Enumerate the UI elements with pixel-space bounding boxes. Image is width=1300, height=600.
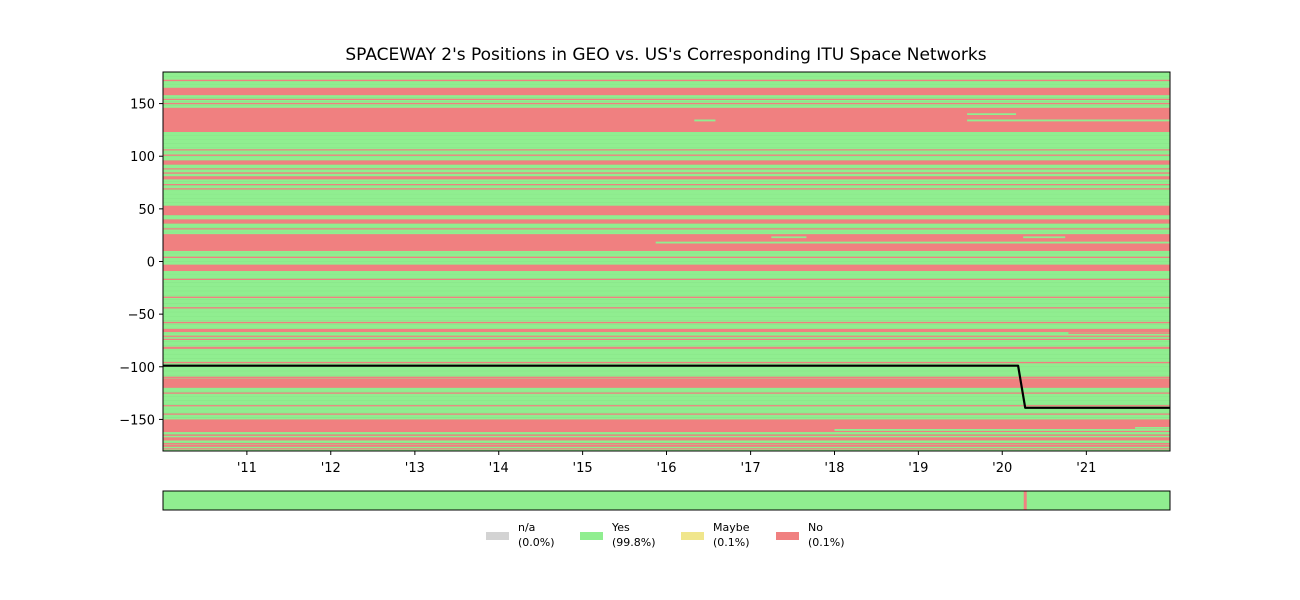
legend-label: No (808, 521, 823, 534)
x-tick-label: '13 (405, 461, 425, 476)
y-tick-label: 50 (138, 203, 155, 218)
legend-swatch (486, 532, 509, 540)
no-band (163, 346, 1170, 349)
status-strip-frame (162, 490, 1171, 511)
no-band (163, 378, 1170, 388)
y-tick-label: −50 (128, 308, 155, 323)
legend-swatch (681, 532, 704, 540)
legend-label: n/a (518, 521, 535, 534)
x-tick-label: '17 (741, 461, 761, 476)
legend: n/a (0.0%) Yes (99.8%) Maybe (0.1%) No (0.1%) (486, 521, 845, 549)
no-band (163, 87, 1170, 96)
x-tick-label: '21 (1076, 461, 1096, 476)
x-tick-label: '14 (489, 461, 509, 476)
no-band (163, 444, 1170, 447)
x-tick-label: '20 (992, 461, 1012, 476)
legend-label: Maybe (713, 521, 750, 534)
x-tick-label: '19 (908, 461, 928, 476)
position-series (163, 364, 1170, 409)
y-tick-label: 100 (130, 150, 155, 165)
y-tick-label: 150 (130, 98, 155, 113)
legend-swatch (776, 532, 799, 540)
x-tick-label: '11 (237, 461, 257, 476)
legend-percent: (0.1%) (713, 536, 750, 549)
position-line (163, 364, 1170, 409)
x-tick-label: '15 (573, 461, 593, 476)
y-axis: 150 100 50 0 −50 −100 −150 (119, 98, 163, 428)
status-bands (163, 72, 1170, 450)
status-strip-background (163, 491, 1170, 510)
legend-label: Yes (611, 521, 630, 534)
y-tick-label: −150 (119, 413, 155, 428)
legend-percent: (0.0%) (518, 536, 555, 549)
legend-percent: (0.1%) (808, 536, 845, 549)
no-band (163, 176, 1170, 180)
y-tick-label: −100 (119, 361, 155, 376)
chart-title: SPACEWAY 2's Positions in GEO vs. US's C… (345, 45, 986, 65)
no-band (163, 160, 1170, 165)
no-band (163, 419, 1170, 433)
status-strip (162, 490, 1171, 511)
y-tick-label: 0 (147, 256, 155, 271)
legend-swatch (580, 532, 603, 540)
no-band (163, 205, 1170, 216)
strip-marker (1023, 491, 1027, 510)
x-tick-label: '12 (321, 461, 341, 476)
no-band (163, 219, 1170, 224)
no-band (163, 328, 1170, 333)
status-strip-markers (1023, 491, 1027, 510)
x-axis: '11 '12 '13 '14 '15 '16 '17 '18 '19 '20 '21 (237, 451, 1096, 476)
x-tick-label: '16 (656, 461, 676, 476)
x-tick-label: '18 (824, 461, 844, 476)
no-band (163, 437, 1170, 441)
legend-percent: (99.8%) (612, 536, 656, 549)
no-band (163, 264, 1170, 271)
